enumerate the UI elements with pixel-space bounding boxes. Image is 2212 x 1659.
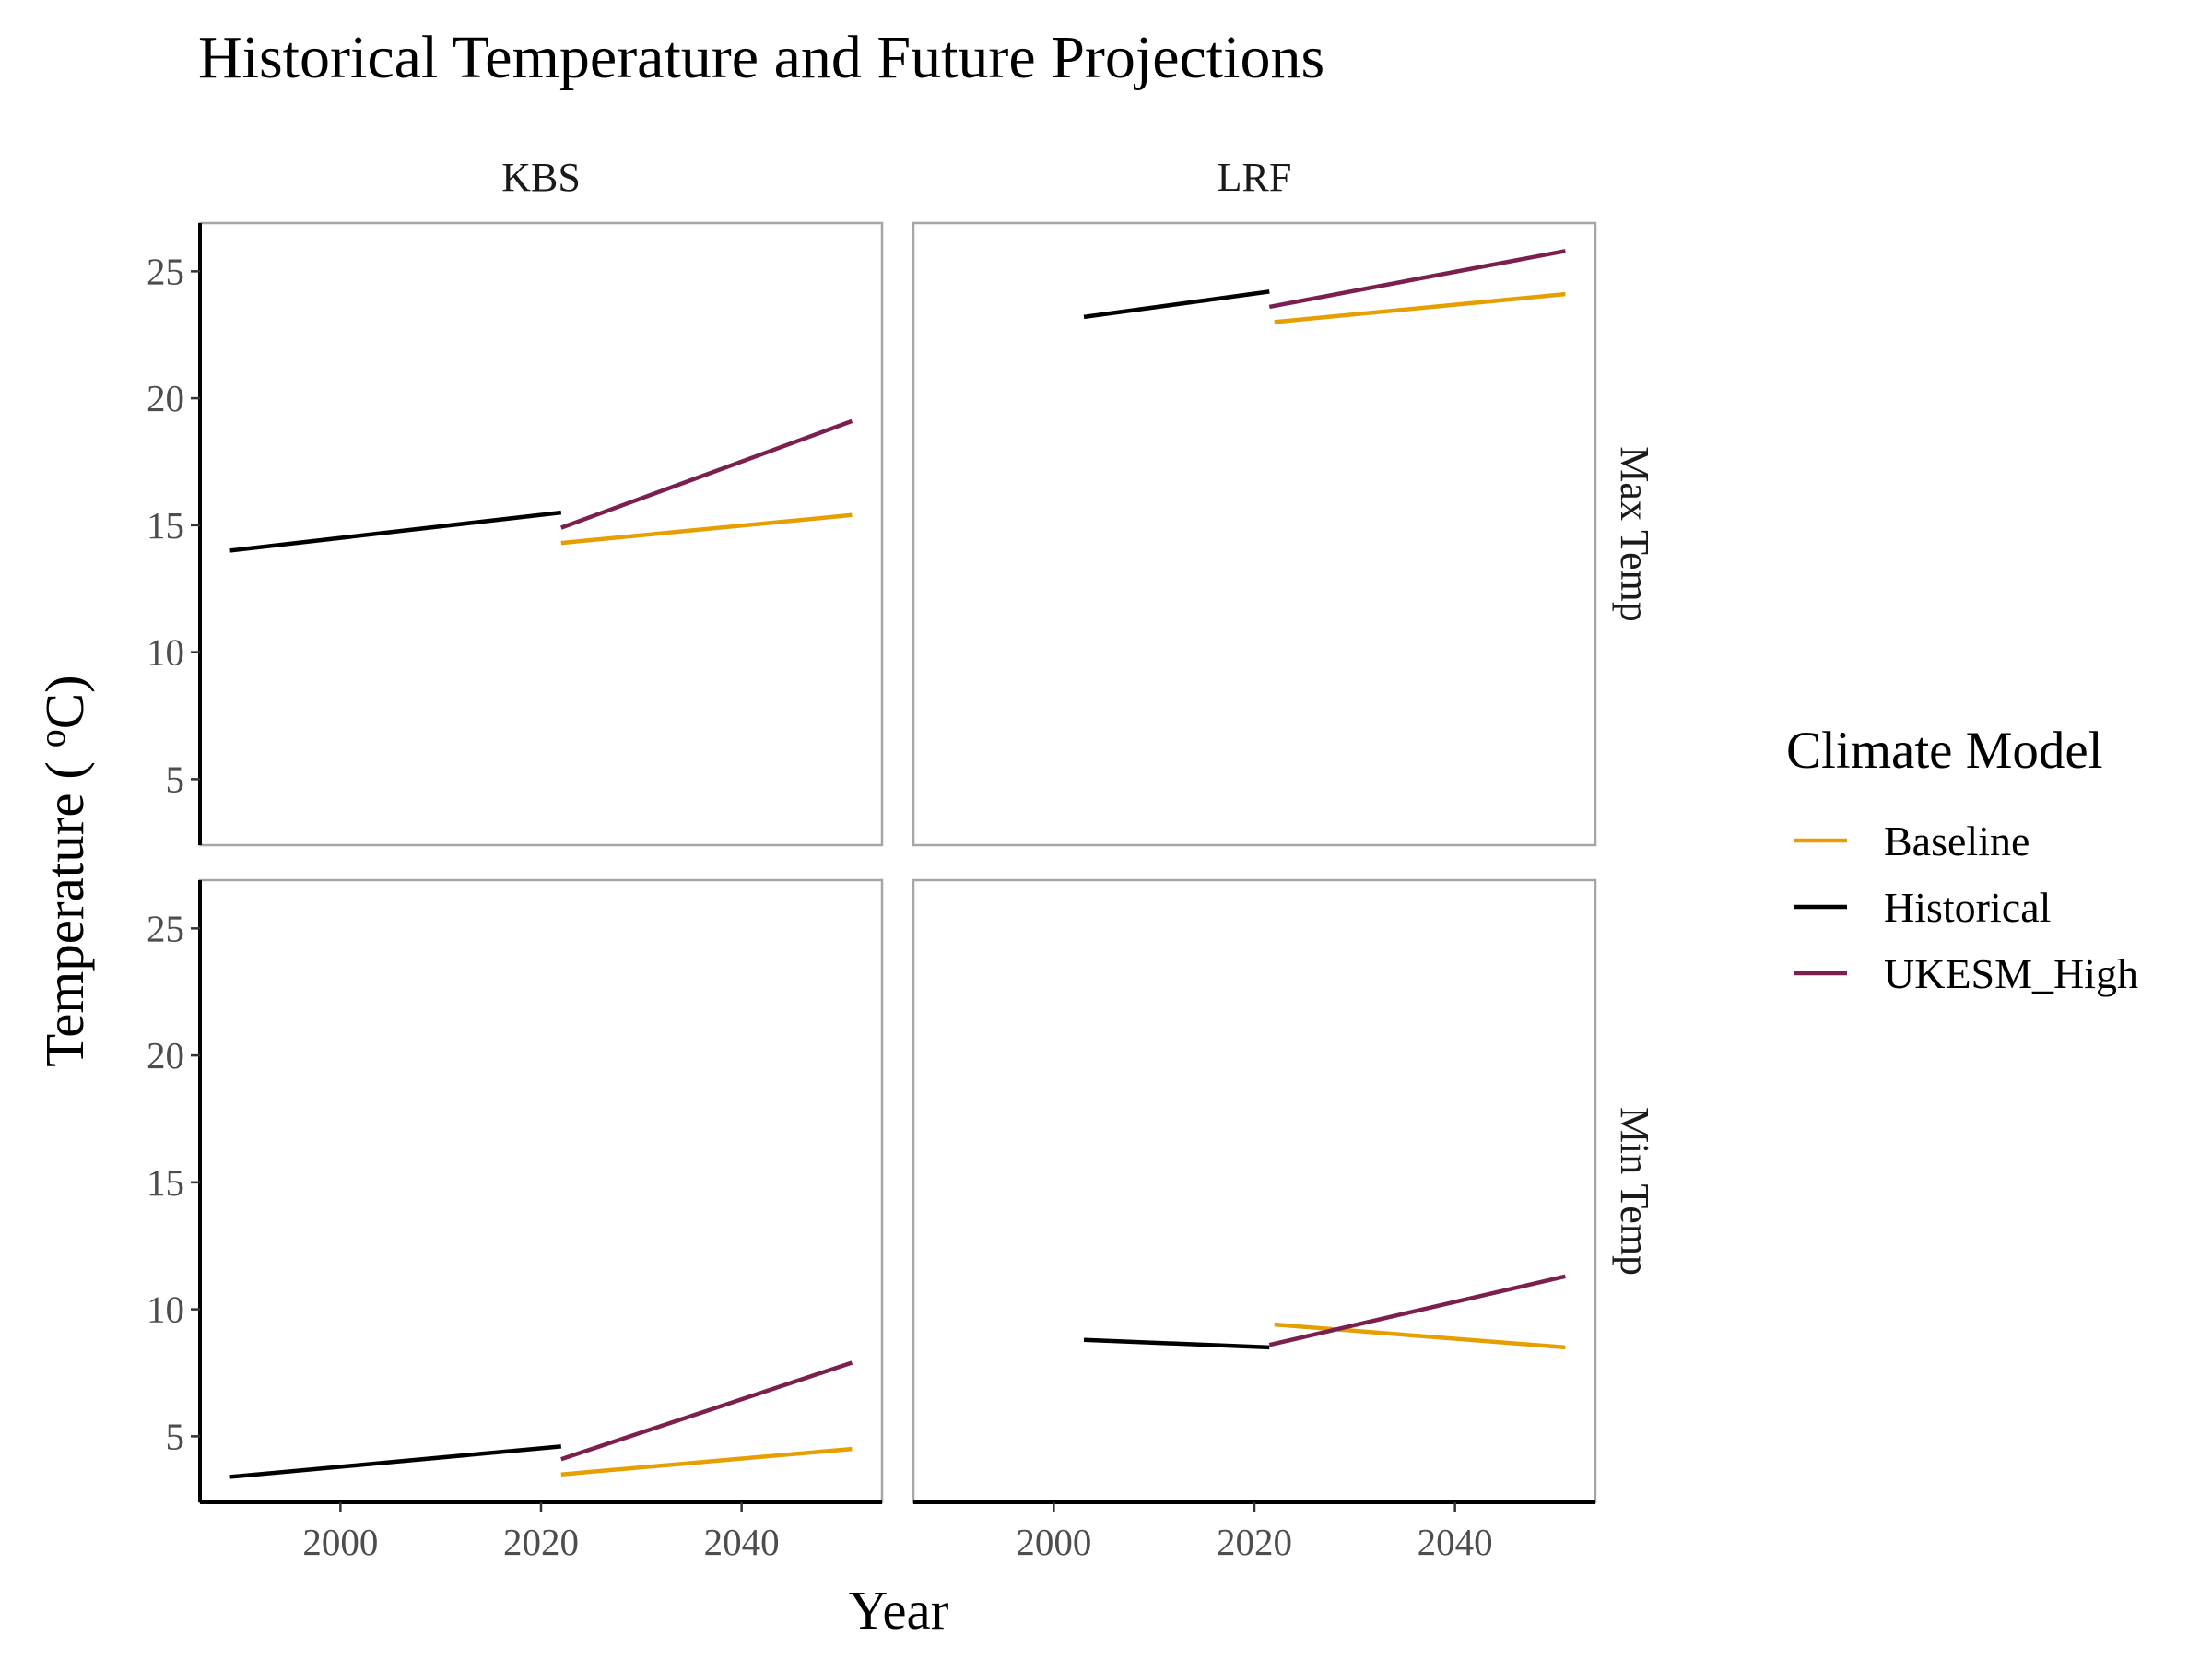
panel-kbs-max-temp: 5 10 15 20 25 (147, 221, 884, 847)
x-tick-label: 2040 (1418, 1521, 1493, 1563)
y-tick-label: 20 (147, 377, 184, 419)
panel-border (912, 221, 1597, 847)
series-line-baseline (560, 1446, 853, 1477)
panel-border (198, 221, 884, 847)
series-line-ukesm-high (560, 418, 853, 530)
series-line-historical (1083, 289, 1270, 320)
y-tick-label: 15 (147, 504, 184, 547)
x-axis-title: Year (849, 1580, 949, 1641)
legend-entry-historical: Historical (1794, 884, 2051, 931)
x-tick-label: 2040 (704, 1521, 780, 1563)
strip-label-max-temp: Max Temp (1612, 446, 1657, 621)
y-tick-label: 10 (147, 1288, 184, 1331)
series-line-historical (1083, 1337, 1270, 1350)
panel-border (912, 878, 1597, 1504)
series-line-ukesm-high (1268, 249, 1566, 310)
legend: Climate Model Baseline Historical UKESM_… (1786, 722, 2138, 997)
series-line-baseline (1274, 291, 1566, 324)
y-tick-label: 10 (147, 631, 184, 674)
y-tick-label: 5 (166, 1415, 185, 1457)
series-line-baseline (1274, 1322, 1566, 1350)
panel-lrf-min-temp: 2000 2020 2040 (912, 878, 1597, 1563)
legend-title: Climate Model (1786, 722, 2103, 780)
panel-border (198, 878, 884, 1504)
legend-entry-ukesm-high: UKESM_High (1794, 950, 2138, 997)
strip-label-min-temp: Min Temp (1612, 1107, 1657, 1276)
legend-label-historical: Historical (1884, 884, 2051, 931)
facet-panels: KBS LRF Max Temp Min Temp 5 10 15 20 25 5 10 15 20 25… (147, 155, 1657, 1563)
series-line-historical (229, 1444, 562, 1479)
series-line-ukesm-high (560, 1360, 853, 1462)
legend-entry-baseline: Baseline (1794, 818, 2030, 865)
panel-kbs-min-temp: 5 10 15 20 25 2000 2020 2040 (147, 878, 884, 1563)
x-tick-label: 2020 (1217, 1521, 1292, 1563)
y-tick-label: 25 (147, 907, 184, 949)
y-axis-title-main: Temperature ( (34, 747, 95, 1066)
series-line-historical (229, 510, 562, 553)
y-axis-title-unit: C) (34, 675, 95, 729)
y-tick-label: 20 (147, 1034, 184, 1077)
y-tick-label: 15 (147, 1161, 184, 1204)
x-tick-label: 2020 (503, 1521, 579, 1563)
series-line-ukesm-high (1268, 1274, 1566, 1347)
y-axis-title-superscript: o (31, 729, 73, 747)
x-tick-label: 2000 (302, 1521, 378, 1563)
series-line-baseline (560, 512, 853, 546)
strip-label-lrf: LRF (1218, 155, 1292, 200)
y-tick-label: 5 (166, 758, 185, 800)
panel-lrf-max-temp (912, 221, 1597, 847)
strip-label-kbs: KBS (501, 155, 581, 200)
y-tick-label: 25 (147, 250, 184, 292)
chart-title: Historical Temperature and Future Projec… (198, 24, 1324, 91)
legend-label-baseline: Baseline (1884, 818, 2030, 865)
y-axis-title: Temperature ( oC) (31, 675, 95, 1066)
x-tick-label: 2000 (1016, 1521, 1091, 1563)
legend-label-ukesm-high: UKESM_High (1884, 950, 2138, 997)
